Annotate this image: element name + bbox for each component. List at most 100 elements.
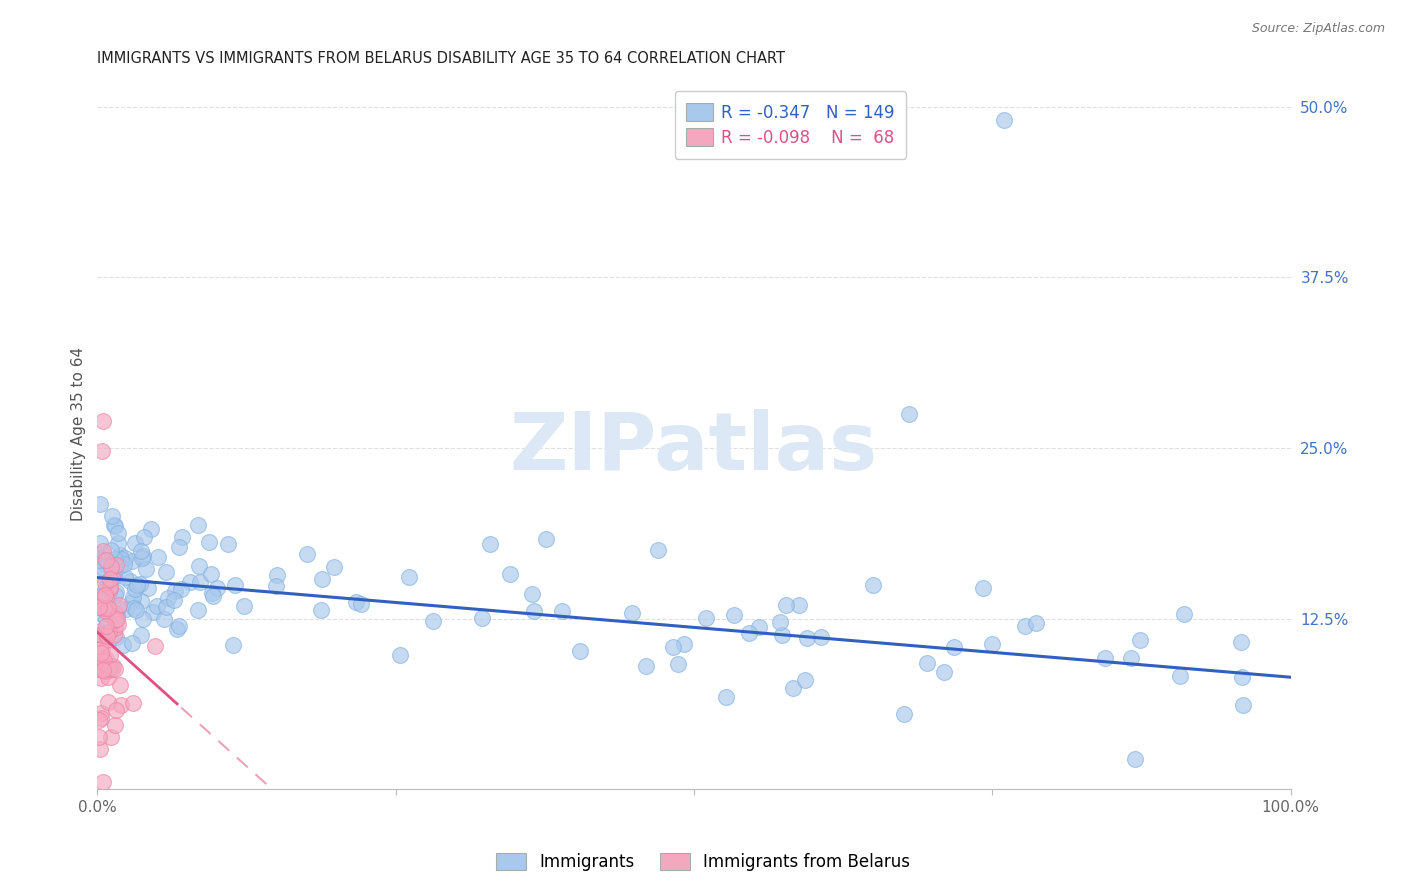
Point: [221, 638, 243, 652]
Point: [388, 648, 411, 662]
Point: [309, 603, 332, 617]
Point: [205, 582, 228, 596]
Point: [787, 599, 810, 613]
Point: [636, 659, 658, 673]
Point: [350, 597, 373, 611]
Point: [124, 582, 146, 596]
Point: [647, 543, 669, 558]
Point: [94, 591, 117, 605]
Point: [134, 530, 156, 544]
Point: [723, 608, 745, 623]
Point: [139, 522, 162, 536]
Point: [121, 590, 143, 604]
Point: [89, 547, 111, 561]
Point: [103, 628, 125, 642]
Point: [322, 560, 344, 574]
Point: [129, 628, 152, 642]
Point: [94, 652, 117, 666]
Point: [499, 566, 522, 581]
Point: [98, 625, 121, 640]
Point: [89, 713, 111, 727]
Point: [155, 599, 177, 614]
Point: [107, 617, 129, 632]
Point: [97, 695, 120, 709]
Point: [200, 586, 222, 600]
Point: [90, 568, 112, 582]
Point: [107, 600, 129, 615]
Point: [1170, 669, 1192, 683]
Point: [94, 553, 117, 567]
Point: [169, 540, 191, 554]
Point: [112, 558, 135, 572]
Point: [103, 608, 125, 623]
Point: [89, 624, 111, 638]
Point: [162, 593, 184, 607]
Point: [100, 543, 122, 558]
Point: [295, 547, 318, 561]
Point: [862, 578, 884, 592]
Point: [666, 657, 689, 671]
Point: [100, 730, 122, 744]
Point: [179, 575, 201, 590]
Point: [115, 601, 138, 615]
Point: [551, 604, 574, 618]
Point: [165, 584, 187, 599]
Point: [98, 572, 121, 586]
Point: [893, 706, 915, 721]
Point: [100, 648, 122, 662]
Point: [810, 630, 832, 644]
Point: [673, 637, 696, 651]
Point: [89, 536, 111, 550]
Point: [1230, 635, 1253, 649]
Point: [108, 678, 131, 692]
Point: [90, 646, 112, 660]
Text: IMMIGRANTS VS IMMIGRANTS FROM BELARUS DISABILITY AGE 35 TO 64 CORRELATION CHART: IMMIGRANTS VS IMMIGRANTS FROM BELARUS DI…: [97, 51, 786, 66]
Point: [101, 658, 124, 673]
Point: [97, 662, 120, 676]
Point: [105, 609, 128, 624]
Point: [738, 625, 761, 640]
Point: [89, 654, 111, 668]
Point: [114, 570, 136, 584]
Point: [110, 552, 132, 566]
Point: [782, 681, 804, 695]
Point: [523, 604, 546, 618]
Point: [94, 612, 117, 626]
Point: [90, 706, 112, 720]
Point: [1173, 607, 1195, 622]
Point: [398, 570, 420, 584]
Point: [135, 562, 157, 576]
Point: [122, 600, 145, 615]
Point: [146, 599, 169, 613]
Y-axis label: Disability Age 35 to 64: Disability Age 35 to 64: [72, 347, 86, 521]
Point: [93, 588, 115, 602]
Point: [98, 582, 121, 597]
Point: [90, 607, 112, 622]
Point: [90, 636, 112, 650]
Point: [101, 662, 124, 676]
Point: [90, 671, 112, 685]
Point: [129, 544, 152, 558]
Point: [170, 530, 193, 544]
Legend: Immigrants, Immigrants from Belarus: Immigrants, Immigrants from Belarus: [488, 845, 918, 880]
Point: [104, 703, 127, 717]
Point: [97, 590, 120, 604]
Point: [93, 664, 115, 678]
Point: [170, 582, 193, 597]
Point: [93, 654, 115, 668]
Point: [187, 558, 209, 573]
Point: [103, 565, 125, 579]
Point: [110, 559, 132, 574]
Point: [91, 443, 114, 458]
Point: [105, 612, 128, 626]
Point: [89, 640, 111, 654]
Point: [344, 595, 367, 609]
Point: [748, 620, 770, 634]
Point: [661, 640, 683, 654]
Point: [91, 640, 114, 655]
Point: [94, 604, 117, 618]
Point: [96, 665, 118, 679]
Point: [311, 572, 333, 586]
Point: [972, 581, 994, 595]
Point: [932, 665, 955, 679]
